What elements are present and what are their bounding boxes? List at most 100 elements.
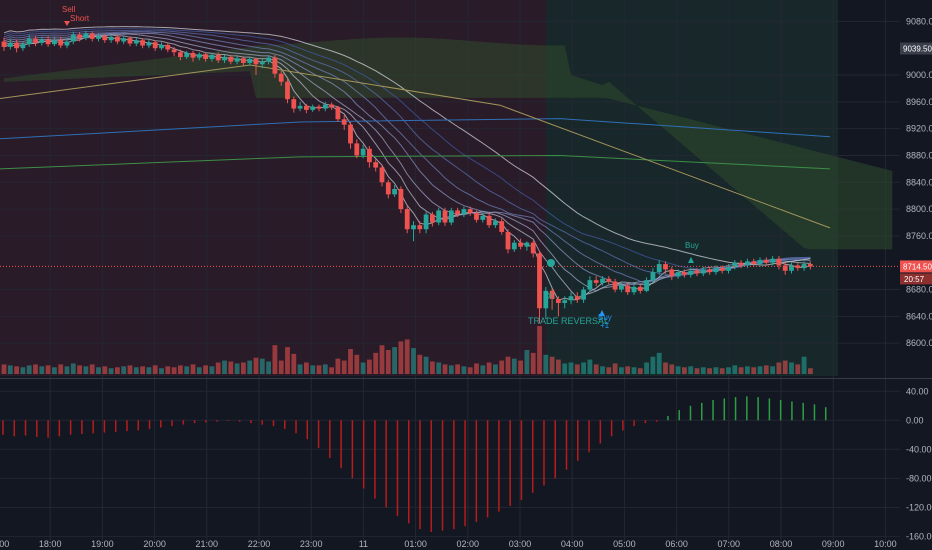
candle-body xyxy=(612,281,618,290)
candle-body xyxy=(474,213,479,220)
buy-arrow-icon xyxy=(688,257,694,263)
volume-bar xyxy=(310,365,316,374)
volume-bar xyxy=(562,363,568,374)
volume-bar xyxy=(745,366,750,374)
candle-body xyxy=(600,278,605,283)
candle-body xyxy=(511,242,517,250)
candle-body xyxy=(663,264,668,270)
volume-bar xyxy=(467,367,473,374)
price-tick-label: 8880.00 xyxy=(906,150,932,160)
signal-annotation-text: Short xyxy=(70,14,90,23)
price-axis[interactable]: 9080.00 9039.50 9000.00 8960.00 8920.00 8880.… xyxy=(900,16,932,541)
candle-body xyxy=(556,298,561,303)
candle-body xyxy=(102,36,108,41)
volume-bar xyxy=(480,365,486,374)
volume-bar xyxy=(398,341,404,374)
candle-body xyxy=(461,209,467,215)
candle-body xyxy=(70,34,76,42)
candle-body xyxy=(392,189,397,195)
candle-body xyxy=(411,225,416,230)
candle-body xyxy=(669,269,675,277)
volume-bar xyxy=(304,362,309,374)
volume-bar xyxy=(619,367,624,374)
time-tick-label: 04:00 xyxy=(561,539,584,549)
volume-bar xyxy=(600,366,605,374)
volume-bar xyxy=(152,365,158,374)
candle-body xyxy=(789,265,794,271)
volume-bar xyxy=(329,367,334,374)
candle-body xyxy=(367,148,372,163)
candle-body xyxy=(524,242,530,247)
volume-bar xyxy=(524,350,530,374)
volume-bar xyxy=(770,366,775,374)
countdown-tag xyxy=(900,273,932,285)
volume-bar xyxy=(373,352,379,374)
time-tick-label: 22:00 xyxy=(248,539,271,549)
volume-bar xyxy=(127,365,133,374)
volume-bar xyxy=(430,361,435,374)
candle-body xyxy=(215,54,221,61)
candle-body xyxy=(209,54,215,59)
candle-body xyxy=(688,270,694,275)
volume-bar xyxy=(448,365,454,374)
candle-body xyxy=(77,34,82,39)
candle-body xyxy=(146,42,152,46)
candle-body xyxy=(127,38,133,44)
candle-body xyxy=(133,40,139,44)
volume-bar xyxy=(45,365,51,374)
volume-bar xyxy=(556,359,561,374)
ma-long-tan xyxy=(0,64,831,229)
volume-bar xyxy=(52,367,57,374)
volume-bar xyxy=(404,339,410,374)
volume-bar xyxy=(682,367,687,374)
candle-body xyxy=(726,266,731,271)
time-tick-label: 21:00 xyxy=(196,539,219,549)
candle-body xyxy=(322,104,328,109)
candle-body xyxy=(7,42,13,47)
candle-body xyxy=(272,57,278,74)
volume-bar xyxy=(455,364,460,374)
volume-bar xyxy=(568,362,574,374)
reversal-dot-icon xyxy=(547,259,555,267)
candle-body xyxy=(14,42,19,49)
candle-body xyxy=(266,57,271,62)
volume-bar xyxy=(549,356,555,374)
candle-body xyxy=(45,39,51,45)
candle-body xyxy=(373,162,379,168)
volume-bar xyxy=(423,356,429,374)
volume-bar xyxy=(159,368,164,374)
volume-bar xyxy=(801,356,807,374)
candle-body xyxy=(385,182,391,195)
volume-bar xyxy=(789,362,794,374)
volume-bar xyxy=(606,367,612,374)
candle-body xyxy=(505,231,511,250)
candle-body xyxy=(241,58,246,63)
candle-body xyxy=(52,40,57,45)
volume-bar xyxy=(505,356,511,374)
osc-tick-label: -80.00 xyxy=(906,473,932,483)
candle-body xyxy=(448,210,454,223)
volume-bar xyxy=(776,362,782,374)
time-tick-label: 19:00 xyxy=(91,539,114,549)
volume-bar xyxy=(140,366,145,374)
price-candles[interactable] xyxy=(1,30,813,324)
volume-bar xyxy=(253,357,259,374)
ma-ribbon-line xyxy=(3,28,811,272)
candle-body xyxy=(568,296,574,301)
candle-body xyxy=(732,262,738,267)
volume-bar xyxy=(234,363,240,374)
volume-bar xyxy=(663,362,668,374)
volume-bar xyxy=(215,362,221,374)
volume-bar xyxy=(178,365,183,374)
candle-body xyxy=(178,52,183,57)
volume-bar xyxy=(133,367,139,374)
volume-bar xyxy=(360,362,366,374)
candle-body xyxy=(763,260,769,263)
time-axis[interactable]: 17:00 18:00 19:00 20:00 21:00 22:00 23:00 11 01:… xyxy=(0,539,897,549)
time-tick-label: 11 xyxy=(359,539,368,549)
candle-body xyxy=(184,52,190,57)
candle-body xyxy=(467,209,473,214)
volume-bar xyxy=(385,350,391,374)
time-tick-label: 05:00 xyxy=(613,539,636,549)
